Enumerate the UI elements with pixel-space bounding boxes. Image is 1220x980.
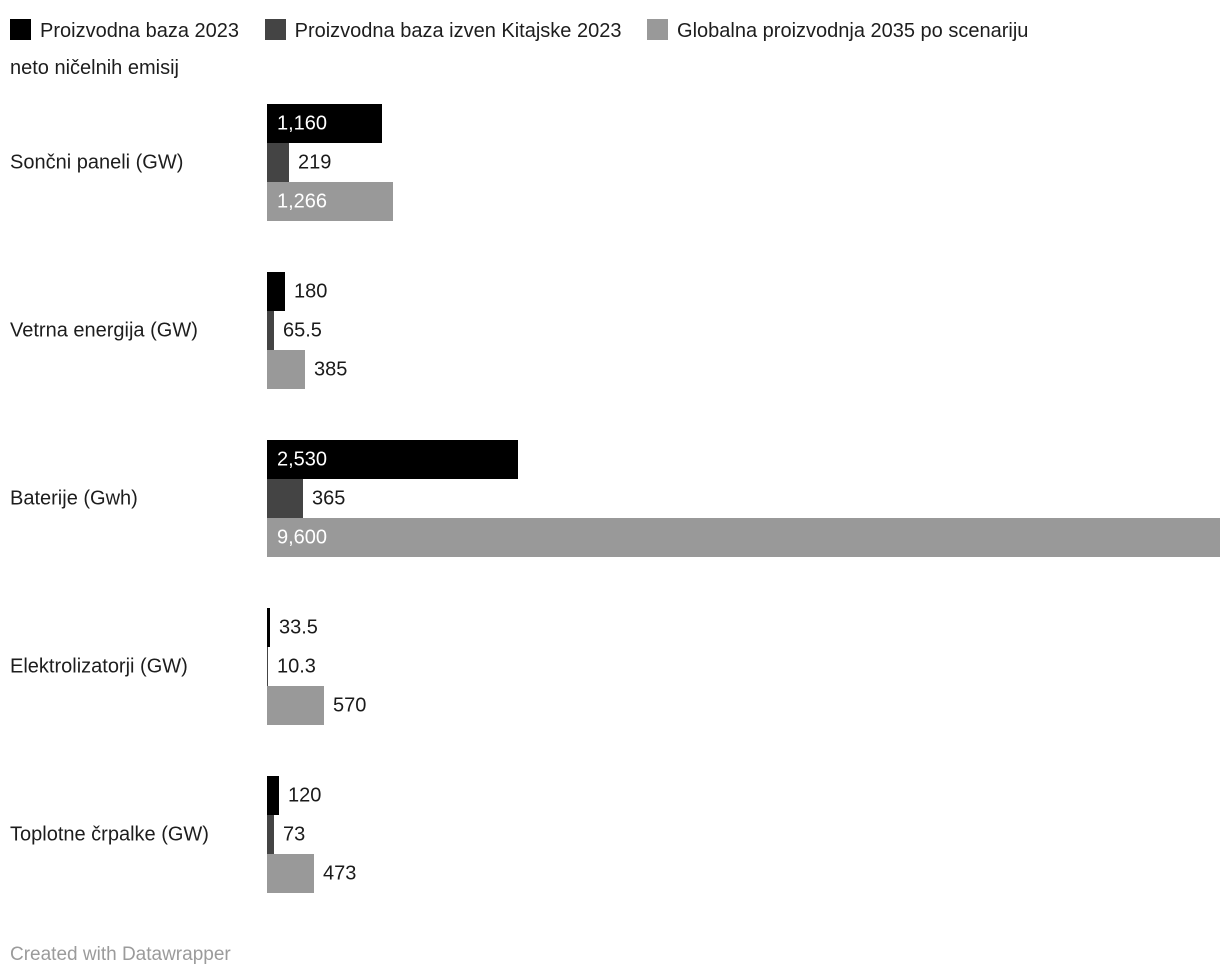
value-label: 219 [298, 151, 332, 173]
bar-segment-2035 [267, 350, 305, 389]
bar-group-vetrna-energija: Vetrna energija (GW) 180 65.5 385 [0, 272, 1220, 389]
category-label: Vetrna energija (GW) [10, 319, 198, 341]
bar-segment-2035 [267, 686, 324, 725]
plot-area: Sončni paneli (GW) 1,160 219 1,266 Vetrn… [0, 104, 1220, 893]
bar-segment-izven-kitajske [267, 311, 274, 350]
legend-label-line2: neto ničelnih emisij [10, 57, 179, 79]
bar-group-toplotne-crpalke: Toplotne črpalke (GW) 120 73 473 [0, 776, 1220, 893]
bar-segment-2023 [267, 440, 518, 479]
bar-segment-2023 [267, 104, 382, 143]
legend-label: Proizvodna baza 2023 [40, 20, 240, 42]
bar-row: 65.5 [267, 311, 1220, 350]
bar-row: 385 [267, 350, 1220, 389]
legend-swatch-black [10, 19, 31, 40]
bar-segment-izven-kitajske [267, 647, 268, 686]
bar-row: 33.5 [267, 608, 1220, 647]
value-label: 385 [314, 358, 348, 380]
value-label: 180 [294, 280, 328, 302]
bar-row: 9,600 [267, 518, 1220, 557]
value-label: 10.3 [277, 655, 316, 677]
bar-stack: 120 73 473 [267, 776, 1220, 893]
bar-stack: 33.5 10.3 570 [267, 608, 1220, 725]
value-label: 570 [333, 694, 367, 716]
bar-stack: 180 65.5 385 [267, 272, 1220, 389]
bar-segment-2035 [267, 518, 1220, 557]
value-label: 9,600 [277, 526, 328, 548]
legend: Proizvodna baza 2023 Proizvodna baza izv… [0, 0, 1220, 87]
category-label: Elektrolizatorji (GW) [10, 655, 188, 677]
value-label: 365 [312, 487, 346, 509]
bar-segment-2023 [267, 776, 279, 815]
value-label: 120 [288, 784, 322, 806]
bar-row: 1,160 [267, 104, 1220, 143]
credit-line: Created with Datawrapper [10, 944, 231, 965]
legend-item-proizvodna-baza-2023: Proizvodna baza 2023 [10, 19, 240, 42]
legend-item-globalna-proizvodnja-2035: Globalna proizvodnja 2035 po scenariju ne… [10, 19, 1029, 79]
bar-row: 365 [267, 479, 1220, 518]
category-label: Sončni paneli (GW) [10, 151, 184, 173]
bar-row: 570 [267, 686, 1220, 725]
bar-segment-2035 [267, 182, 393, 221]
bar-stack: 2,530 365 9,600 [267, 440, 1220, 557]
value-label: 73 [283, 823, 306, 845]
legend-swatch-gray [647, 19, 669, 40]
bar-segment-2023 [267, 272, 285, 311]
bar-row: 473 [267, 854, 1220, 893]
legend-label: Globalna proizvodnja 2035 po scenariju [677, 20, 1029, 42]
value-label: 1,160 [277, 112, 328, 134]
bar-segment-2035 [267, 854, 314, 893]
value-label: 33.5 [279, 616, 318, 638]
bar-row: 1,266 [267, 182, 1220, 221]
bar-group-baterije: Baterije (Gwh) 2,530 365 9,600 [0, 440, 1220, 557]
bar-segment-izven-kitajske [267, 143, 289, 182]
bar-segment-izven-kitajske [267, 479, 303, 518]
value-label: 65.5 [283, 319, 322, 341]
category-label: Baterije (Gwh) [10, 487, 138, 509]
legend-swatch-dark-gray [264, 19, 286, 40]
bar-row: 180 [267, 272, 1220, 311]
bar-row: 219 [267, 143, 1220, 182]
category-label: Toplotne črpalke (GW) [10, 823, 209, 845]
legend-label: Proizvodna baza izven Kitajske 2023 [294, 20, 622, 42]
bar-group-soncni-paneli: Sončni paneli (GW) 1,160 219 1,266 [0, 104, 1220, 221]
bar-stack: 1,160 219 1,266 [267, 104, 1220, 221]
value-label: 1,266 [277, 190, 328, 212]
bar-segment-izven-kitajske [267, 815, 274, 854]
bar-row: 73 [267, 815, 1220, 854]
bar-row: 10.3 [267, 647, 1220, 686]
value-label: 2,530 [277, 448, 328, 470]
legend-item-proizvodna-baza-izven-kitajske-2023: Proizvodna baza izven Kitajske 2023 [264, 19, 622, 42]
bar-segment-2023 [267, 608, 270, 647]
bar-row: 2,530 [267, 440, 1220, 479]
value-label: 473 [323, 862, 357, 884]
bar-row: 120 [267, 776, 1220, 815]
bar-group-elektrolizatorji: Elektrolizatorji (GW) 33.5 10.3 570 [0, 608, 1220, 725]
